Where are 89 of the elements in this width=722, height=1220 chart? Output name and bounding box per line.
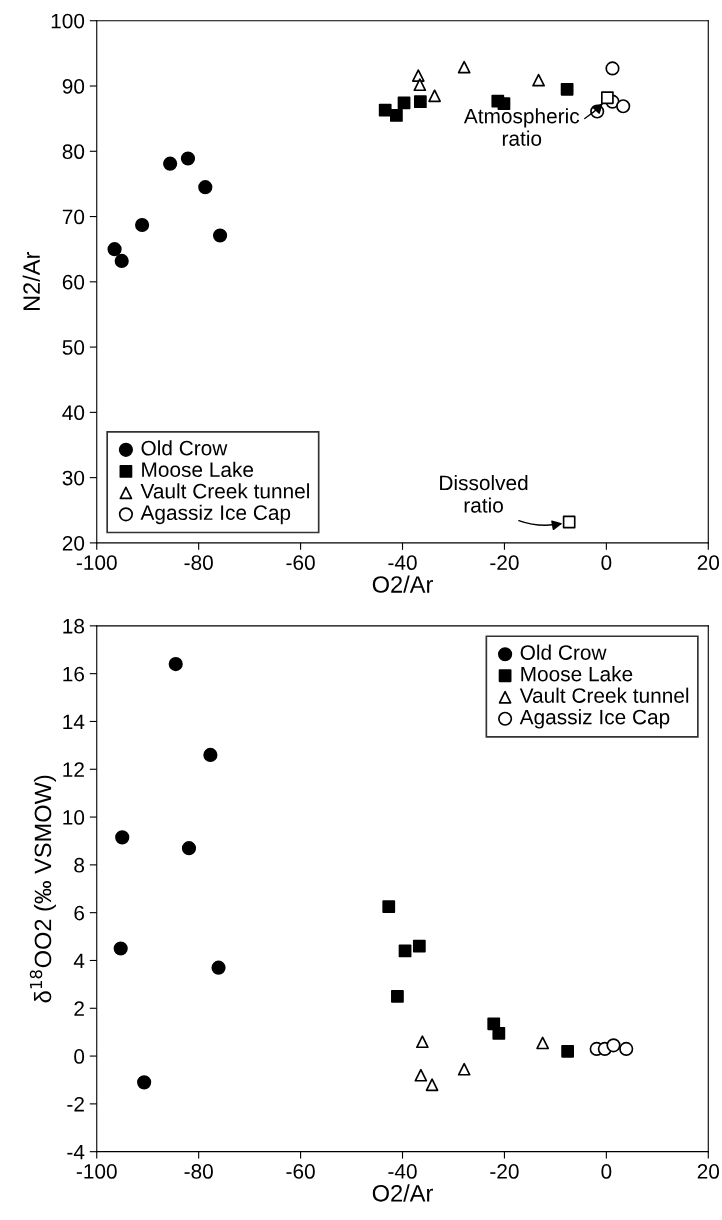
y-tick-label: 100 (51, 13, 85, 29)
point (457, 1062, 471, 1076)
y-tick-label: 50 (62, 340, 85, 355)
y-tick-label: 12 (63, 762, 84, 777)
legend-label: Vault Creek tunnel (519, 687, 689, 703)
x-tick-label: -60 (286, 1164, 315, 1179)
point (412, 939, 426, 953)
point (413, 95, 427, 109)
point (562, 515, 576, 529)
legend-label: Agassiz Ice Cap (140, 504, 291, 525)
point (606, 1038, 621, 1053)
y-tick-label: -4 (67, 1144, 85, 1160)
legend-label: Moose Lake (142, 461, 254, 478)
point (414, 1068, 428, 1082)
point (619, 1041, 634, 1056)
y-tick-label: 18 (63, 618, 85, 634)
y-tick-label: 10 (63, 810, 85, 825)
point (600, 91, 614, 105)
point (211, 960, 226, 975)
legend-label: Old Crow (520, 644, 607, 660)
point (163, 156, 178, 171)
point (212, 228, 228, 243)
point (425, 1078, 439, 1092)
x-tick-label: -40 (388, 555, 417, 571)
y-tick-label: 20 (62, 535, 85, 551)
y-tick-label: -2 (67, 1096, 84, 1112)
point (397, 96, 411, 110)
y-tick-label: 4 (73, 953, 85, 969)
x-tick-label: -80 (184, 1164, 213, 1179)
point (413, 78, 427, 92)
x-axis-title: O2/Ar (372, 1184, 433, 1202)
point (181, 841, 197, 856)
point (428, 89, 442, 103)
point (532, 73, 545, 87)
x-tick-label: 0 (601, 555, 612, 571)
legend-label: Moose Lake (521, 666, 633, 682)
y-tick-label: 40 (62, 405, 85, 421)
point (560, 82, 574, 96)
x-tick-label: -20 (490, 555, 519, 571)
x-tick-label: 0 (601, 1164, 612, 1179)
point (203, 747, 218, 763)
y-tick-label: 14 (63, 714, 85, 730)
point (135, 217, 150, 233)
x-tick-label: -40 (388, 1164, 417, 1179)
point (378, 103, 392, 117)
legend-label: Vault Creek tunnel (140, 483, 309, 499)
point (536, 1036, 550, 1050)
point (115, 830, 130, 845)
y-tick-label: 60 (62, 274, 85, 290)
x-axis-title: O2/Ar (372, 575, 433, 593)
point (180, 151, 196, 166)
point (114, 253, 129, 269)
y-tick-label: 30 (62, 470, 85, 486)
point (492, 1026, 506, 1040)
point (113, 941, 128, 956)
y-tick-label: 70 (62, 209, 85, 225)
y-axis-title: N2/Ar (22, 252, 40, 311)
point (198, 180, 213, 195)
y-tick-label: 6 (74, 905, 85, 921)
y-tick-label: 80 (62, 144, 85, 160)
x-tick-label: -80 (184, 555, 213, 571)
annotation: Dissolved ratio (440, 474, 528, 513)
point (457, 60, 471, 74)
point (391, 989, 404, 1003)
point (616, 99, 631, 114)
legend-label: Agassiz Ice Cap (519, 709, 670, 729)
point (107, 242, 122, 257)
x-tick-label: -20 (490, 1164, 519, 1179)
y-tick-label: 2 (74, 1001, 84, 1016)
y-tick-label: 90 (62, 79, 85, 94)
x-tick-label: 20 (697, 555, 720, 571)
x-tick-label: -100 (76, 1164, 117, 1179)
y-tick-label: 16 (63, 666, 85, 682)
legend-label: Old Crow (141, 440, 228, 456)
x-tick-label: -60 (286, 555, 315, 571)
y-axis-title: δ$^{18}$OO2 (‰ VSMOW) (29, 775, 56, 1003)
point (398, 944, 412, 958)
point (382, 900, 396, 914)
point (168, 657, 183, 672)
x-tick-label: -100 (76, 555, 117, 571)
point (605, 61, 620, 76)
point (415, 1035, 429, 1049)
point (390, 108, 403, 122)
point (561, 1044, 575, 1058)
x-tick-label: 20 (697, 1164, 720, 1179)
annotation: Atmospheric ratio (463, 108, 580, 146)
point (137, 1075, 152, 1090)
y-tick-label: 8 (74, 857, 85, 873)
y-tick-label: 0 (74, 1049, 85, 1064)
